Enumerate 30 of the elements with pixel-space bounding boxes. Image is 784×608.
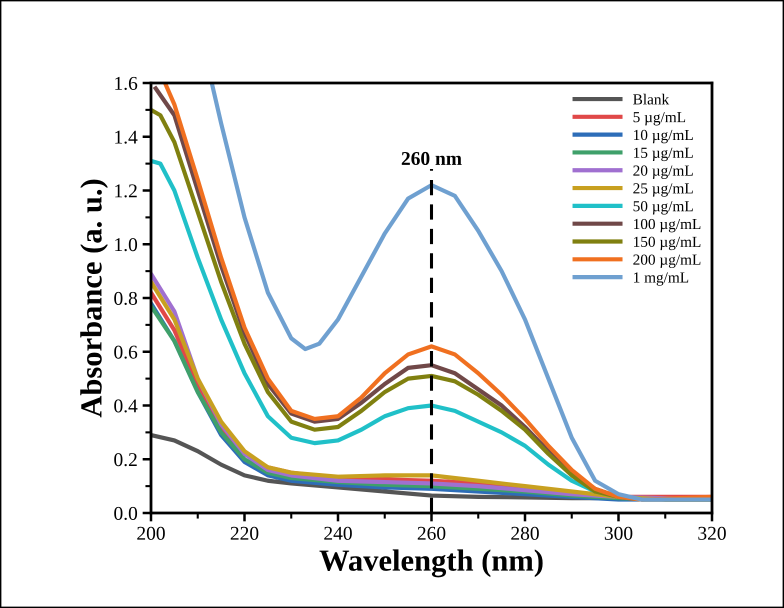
y-tick-label: 0.0 (114, 506, 138, 520)
y-tick-label: 0.8 (114, 292, 138, 306)
y-tick-label: 1.6 (115, 76, 138, 90)
x-tick-label: 300 (604, 526, 632, 540)
y-tick-label: 1.2 (115, 184, 137, 198)
y-tick-label: 0.2 (114, 453, 137, 466)
annotation: 260 nm (402, 152, 462, 166)
legend-label: 50 µg/mL (634, 201, 693, 215)
legend-label: 150 µg/mL (634, 236, 700, 250)
legend-label: 20 µg/mL (633, 165, 693, 179)
legend-label: 200 µg/mL (633, 254, 700, 268)
y-tick-label: 1.4 (115, 130, 138, 144)
legend-label: Blank (633, 94, 670, 105)
y-tick-label: 0.6 (114, 346, 138, 359)
x-tick-label: 320 (698, 526, 726, 540)
legend-label: 5 µg/mL (634, 112, 686, 126)
y-tick-label: 0.4 (114, 399, 138, 413)
legend-label: 100 µg/mL (634, 218, 700, 232)
x-tick-label: 260 (418, 526, 446, 540)
legend-label: 15 µg/mL (634, 148, 693, 162)
y-axis-title: Absorbance (a. u.) (80, 180, 108, 418)
legend-label: 1 mg/mL (634, 272, 688, 286)
y-tick-label: 1.0 (115, 238, 138, 252)
x-axis-title: Wavelength (nm) (319, 549, 543, 578)
x-tick-label: 200 (137, 526, 165, 540)
x-tick-label: 240 (324, 526, 352, 540)
x-tick-label: 220 (230, 526, 258, 540)
legend-label: 25 µg/mL (633, 183, 693, 197)
x-tick-label: 280 (511, 526, 539, 540)
legend-label: 10 µg/mL (634, 130, 693, 144)
